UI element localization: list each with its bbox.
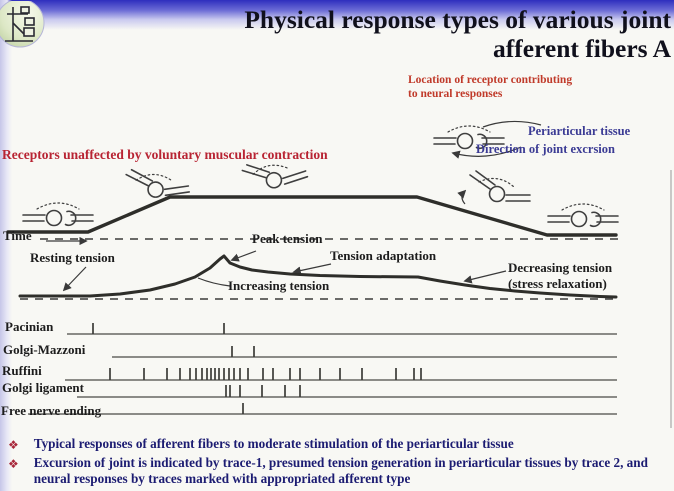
tension-trace — [18, 254, 618, 299]
top-gradient-bar — [0, 0, 674, 30]
diamond-bullet-icon: ❖ — [8, 438, 19, 452]
response-diagram — [6, 155, 672, 428]
decreasing-tension-pointer — [463, 270, 507, 284]
location-caption-line1: Location of receptor contributing — [408, 74, 573, 86]
bullet-list: ❖ Typical responses of afferent fibers t… — [8, 436, 666, 487]
slide-title-line1: Physical response types of various joint — [244, 5, 671, 34]
joint-icon-flexing — [124, 161, 191, 202]
row-label-golgi-ligament: Golgi ligament — [2, 380, 84, 395]
decreasing-tension-line1: Decreasing tension — [508, 260, 613, 275]
traces-and-spikes — [6, 195, 618, 415]
joint-icon-flexed-plateau — [240, 155, 309, 197]
resting-tension-pointer — [62, 266, 87, 292]
joint-icon-releasing — [469, 170, 531, 203]
peak-tension-pointer — [230, 250, 257, 262]
decreasing-tension-label: Decreasing tension (stress relaxation) — [508, 260, 612, 292]
decreasing-tension-line2: (stress relaxation) — [508, 276, 607, 291]
periarticular-pointer-line — [482, 120, 542, 128]
receptors-heading: Receptors unaffected by voluntary muscul… — [2, 147, 328, 162]
joint-icon-extended-left — [22, 202, 94, 227]
direction-of-excursion-label: Direction of joint excrsion — [476, 142, 615, 156]
bullet-text: Typical responses of afferent fibers to … — [33, 436, 514, 451]
joint-icon-extended-right — [547, 203, 619, 228]
joint-excursion-trace — [6, 195, 618, 237]
row-label-pacinian: Pacinian — [5, 319, 54, 334]
header-joint-illustration — [433, 120, 542, 159]
increasing-tension-pointer — [197, 277, 231, 287]
slide-title-line2: afferent fibers A — [493, 34, 671, 63]
row-label-ruffini: Ruffini — [2, 363, 42, 378]
excursion-direction-arrow — [451, 146, 522, 159]
row-label-free-nerve-ending: Free nerve ending — [1, 403, 102, 418]
resting-tension-label: Resting tension — [30, 250, 115, 265]
row-label-golgi-mazzoni: Golgi-Mazzoni — [3, 342, 86, 357]
peak-tension-label: Peak tension — [252, 231, 323, 246]
bullet-item: ❖ Excursion of joint is indicated by tra… — [8, 455, 666, 487]
location-caption-line2: to neural responses — [408, 88, 503, 100]
tension-adaptation-label: Tension adaptation — [330, 248, 437, 263]
location-caption: Location of receptor contributing to neu… — [408, 73, 572, 101]
bullet-item: ❖ Typical responses of afferent fibers t… — [8, 436, 666, 453]
apparatus-doodle — [5, 6, 35, 42]
release-direction-arrow — [457, 189, 467, 205]
tension-adaptation-pointer — [292, 263, 332, 275]
diamond-bullet-icon: ❖ — [8, 457, 19, 471]
increasing-tension-label: Increasing tension — [228, 278, 330, 293]
periarticular-tissue-label: Periarticular tissue — [528, 124, 631, 138]
slide-title: Physical response types of various joint… — [126, 5, 671, 63]
bullet-text: Excursion of joint is indicated by trace… — [33, 455, 648, 486]
lab-logo — [0, 1, 45, 48]
left-gradient-strip — [0, 0, 12, 491]
time-label: Time — [3, 228, 32, 243]
